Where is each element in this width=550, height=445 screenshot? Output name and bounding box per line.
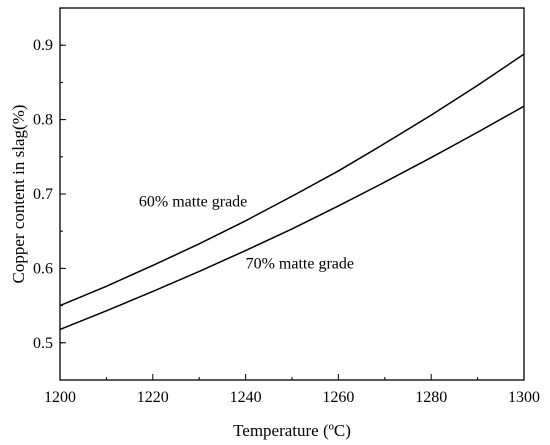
x-axis-title: Temperature (ºC) — [233, 421, 351, 440]
tick-labels: 1200 1220 1240 1260 1280 1300 0.5 0.6 0.7 0.8 0.9 — [33, 37, 540, 406]
y-tick-label: 0.9 — [33, 37, 53, 54]
y-tick-label: 0.5 — [33, 335, 53, 352]
x-tick-label: 1280 — [415, 389, 447, 406]
x-tick-label: 1200 — [44, 389, 76, 406]
series-line-2 — [59, 105, 525, 331]
series-layer — [59, 53, 525, 331]
y-tick-label: 0.8 — [33, 112, 53, 129]
annotation-1: 60% matte grade — [139, 194, 247, 211]
axis-ticks — [59, 7, 525, 381]
x-tick-label: 1300 — [508, 389, 540, 406]
annotation-2: 70% matte grade — [246, 255, 354, 272]
y-axis-title: Copper content in slag(%) — [9, 105, 28, 284]
series-line-1 — [59, 53, 525, 307]
x-tick-label: 1260 — [322, 389, 354, 406]
annotations: 60% matte grade 70% matte grade — [139, 194, 354, 273]
y-tick-label: 0.6 — [33, 260, 53, 277]
plot-frame — [59, 7, 525, 381]
x-tick-label: 1220 — [137, 389, 169, 406]
x-tick-label: 1240 — [230, 389, 262, 406]
y-tick-label: 0.7 — [33, 186, 53, 203]
